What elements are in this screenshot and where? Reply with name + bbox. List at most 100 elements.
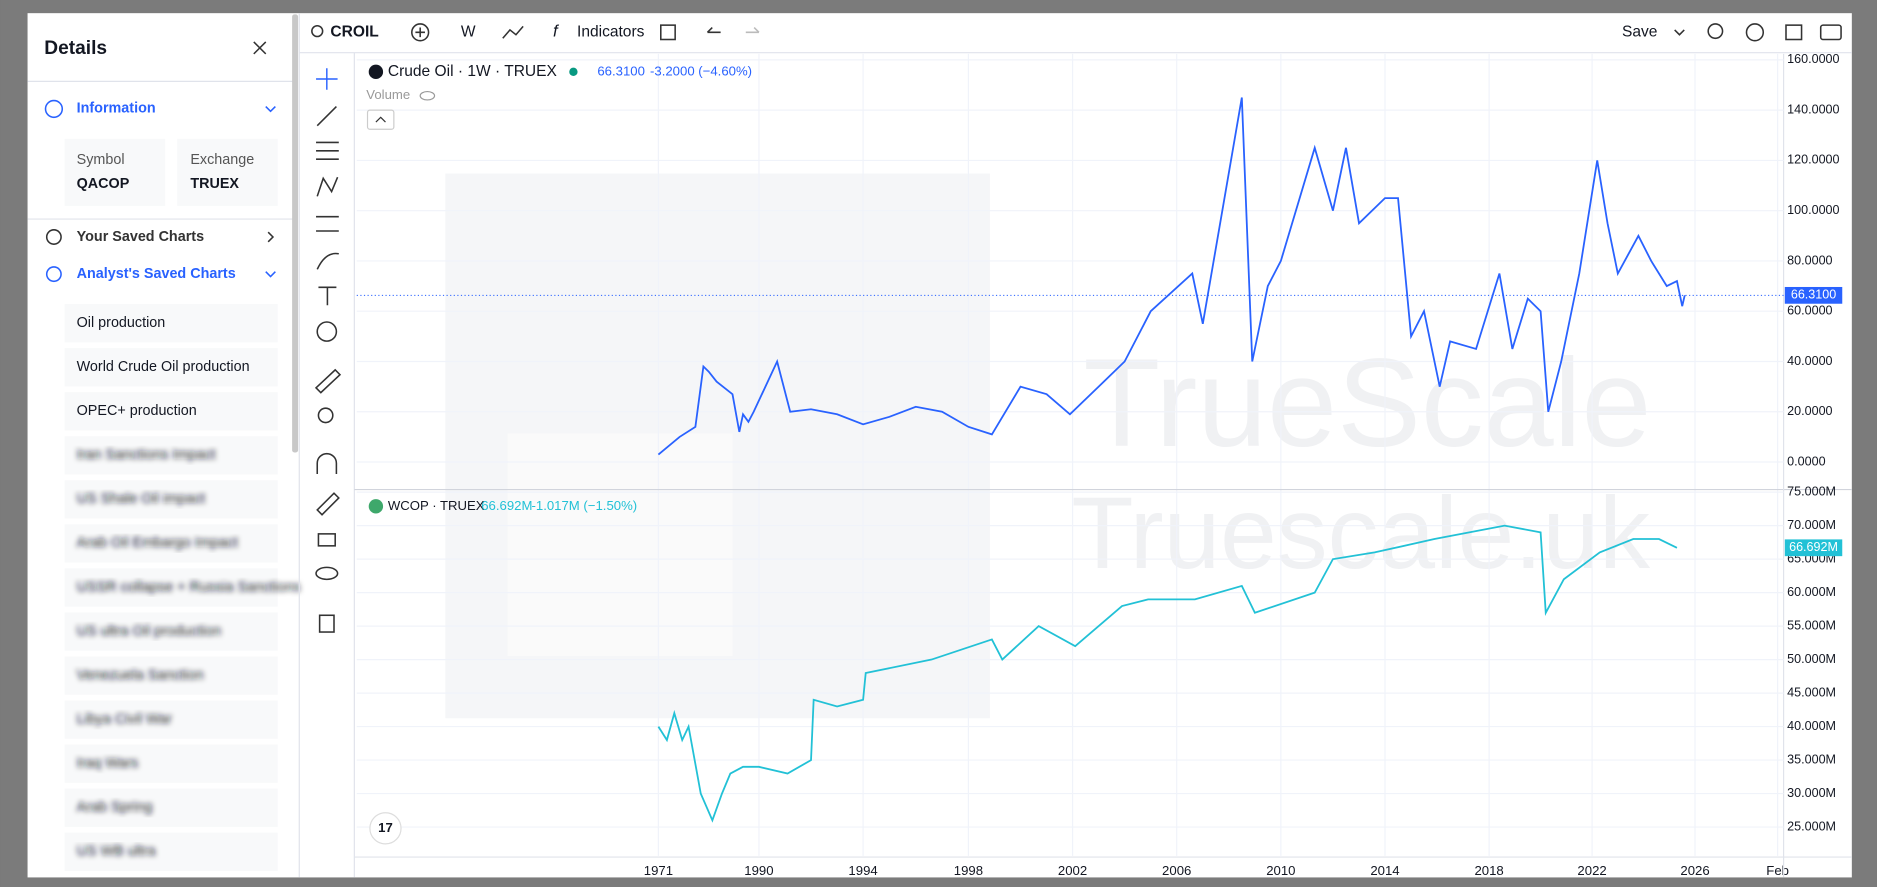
fx-icon: f [553,22,560,41]
collapse-button[interactable] [366,109,395,130]
x-tick-label: 1994 [848,863,877,878]
saved-list: Oil production World Crude Oil production… [64,304,301,871]
fullscreen[interactable] [1785,24,1803,41]
chevron [265,271,276,278]
list-item-bg[interactable] [64,348,278,387]
x-tick-label: 2018 [1474,863,1503,878]
list-item-bg[interactable] [64,304,278,343]
y-tick-label: 50.000M [1787,652,1836,666]
save-button[interactable]: Save [1622,23,1657,40]
list-item-bg[interactable] [64,744,278,783]
chevron [375,116,386,123]
search-icon [311,24,324,38]
layout-button[interactable] [660,24,676,41]
list-item[interactable]: OPEC+ production [77,403,197,419]
series-line [657,97,1686,456]
section-header[interactable]: Analyst's Saved Charts [77,266,236,282]
list-item[interactable]: World Crude Oil production [77,359,250,375]
interval[interactable]: W [461,23,476,40]
list-item[interactable]: US Shale Oil impact [77,491,205,507]
y-tick-label: 60.000M [1787,585,1836,599]
y-tick-label: 140.0000 [1787,102,1839,116]
list-item-bg[interactable] [64,436,278,475]
list-item-bg[interactable] [64,392,278,431]
text-tool[interactable] [318,286,337,306]
section-header[interactable]: Information [77,101,156,117]
list-item[interactable]: Arab Spring [77,800,153,816]
quick-search[interactable] [1707,23,1724,40]
delete-tool[interactable] [318,614,335,633]
list-item[interactable]: Iraq Wars [77,756,139,772]
lock-tool[interactable] [317,533,336,547]
list-item[interactable]: Arab Oil Embargo Impact [77,535,238,551]
symbol-search[interactable]: CROIL [330,23,379,40]
hide-tool[interactable] [315,566,339,581]
fib-tool[interactable] [316,141,339,160]
watermark-logo [507,433,733,656]
zoom-tool[interactable] [317,407,334,424]
add-symbol[interactable] [411,23,430,42]
volume-label: Volume [366,87,410,102]
y-tick-label: 30.000M [1787,786,1836,800]
chevron [265,105,276,113]
cursor-tool[interactable] [316,68,338,90]
chart-legend: Crude Oil · 1W · TRUEX 66.3100 -3.2000 (… [366,63,752,845]
brush-tool[interactable] [316,252,339,270]
watermark-text: TrueScale [1083,332,1651,473]
list-item-bg[interactable] [64,832,278,871]
list-item[interactable]: Venezuela Sanction [77,667,204,683]
list-item-bg[interactable] [64,524,278,563]
magnet-tool[interactable] [316,452,338,475]
list-item-bg[interactable] [64,656,278,695]
list-item[interactable]: US ultra Oil production [77,623,221,639]
info-box [64,138,166,206]
pattern-tool[interactable] [316,176,339,197]
ruler-tool[interactable] [314,368,342,394]
change: -1.017M (−1.50%) [532,498,638,513]
y-tick-label: 60.0000 [1787,304,1832,318]
undo[interactable] [706,26,721,34]
list-item[interactable]: US WB ultra [77,844,156,860]
list-item[interactable]: Libya Civil War [77,711,172,727]
last-value: 66.692M [481,498,532,513]
tv-logo[interactable] [369,812,402,845]
field-value: TRUEX [190,176,239,192]
list-item-bg[interactable] [64,568,278,607]
plus [415,27,425,38]
y-tick-label: 20.0000 [1787,404,1832,418]
icon-tool[interactable] [316,321,338,342]
hide-icon[interactable] [419,90,436,101]
list-item[interactable]: Iran Sanctions Impact [77,447,216,463]
list-item-bg[interactable] [64,700,278,739]
snapshot[interactable] [1819,24,1842,41]
chart-type[interactable] [502,25,524,39]
save-menu[interactable] [1674,29,1685,36]
info-box [177,138,278,206]
list-item[interactable]: USSR collapse + Russia Sanctions [77,579,301,595]
watermark: TrueScale Truescale.uk [445,173,1651,719]
y-tick-label: 40.0000 [1787,354,1832,368]
x-tick-label: 2014 [1370,863,1399,878]
series-title: WCOP · TRUEX [388,498,485,513]
settings[interactable] [1745,23,1765,42]
section-header[interactable]: Your Saved Charts [77,229,204,245]
list-item-bg[interactable] [64,612,278,651]
list-item-bg[interactable] [64,480,278,519]
redo[interactable] [745,26,760,34]
history-icon [45,266,62,283]
y-tick-label: 45.000M [1787,685,1836,699]
list-item-bg[interactable] [64,788,278,827]
lock-drawing-tool[interactable] [316,492,340,516]
list-item[interactable]: Oil production [77,315,166,331]
projection-tool[interactable] [316,215,339,232]
indicators-button[interactable]: Indicators [577,23,645,40]
trend-line-tool[interactable] [316,105,337,127]
sidebar-title: Details [44,38,107,59]
scrollbar [292,14,299,453]
field-value: QACOP [77,176,130,192]
close-button[interactable] [253,41,267,55]
price-label-bg [1784,539,1843,557]
x-tick-label: 1971 [644,863,673,878]
y-tick-label: 25.000M [1787,819,1836,833]
x-tick-label: 1998 [954,863,983,878]
